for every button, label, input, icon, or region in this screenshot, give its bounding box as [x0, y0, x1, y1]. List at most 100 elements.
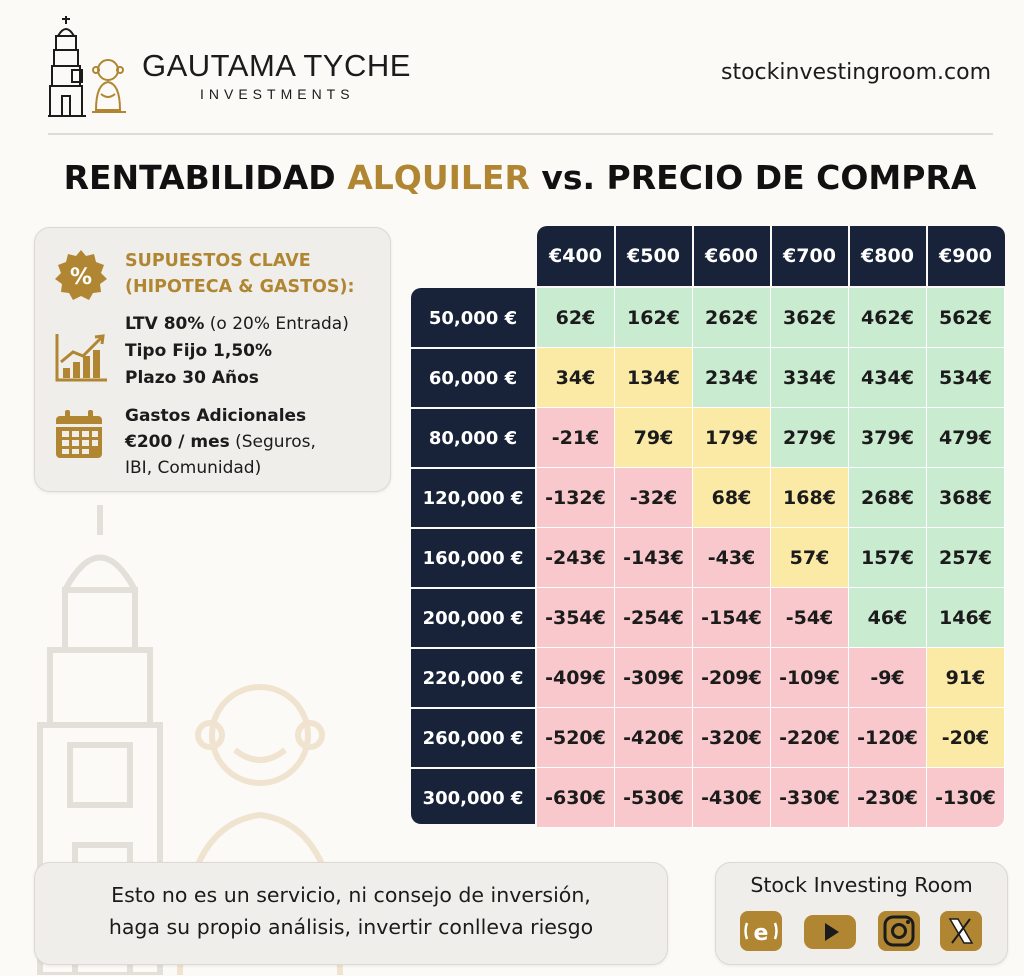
row-header: 200,000 €: [422, 607, 524, 629]
costs-value: €200 / mes: [125, 432, 230, 452]
page-title: RENTABILIDAD ALQUILER vs. PRECIO DE COMP…: [0, 158, 1024, 197]
column-header-divider: [926, 226, 928, 286]
table-cell: -130€: [927, 768, 1005, 828]
row-header-divider: [411, 767, 535, 769]
table-cell: 379€: [849, 408, 927, 468]
assumption-rate: Tipo Fijo 1,50%: [125, 341, 273, 361]
assumption-costs-title: Gastos Adicionales: [125, 406, 307, 426]
column-header: €700: [783, 245, 836, 267]
row-header-divider: [411, 587, 535, 589]
table-cell: 134€: [615, 348, 693, 408]
table-cell: -132€: [537, 468, 615, 528]
table-cell: -9€: [849, 648, 927, 708]
row-header-divider: [411, 707, 535, 709]
growth-chart-icon: [55, 334, 107, 382]
instagram-icon[interactable]: [876, 909, 922, 953]
table-cell: 562€: [927, 288, 1005, 348]
table-cell: 279€: [771, 408, 849, 468]
table-cell: 34€: [537, 348, 615, 408]
table-cell: 462€: [849, 288, 927, 348]
row-header-background: [411, 288, 535, 824]
row-header: 160,000 €: [422, 547, 524, 569]
table-cell: -154€: [693, 588, 771, 648]
disclaimer-line-2: haga su propio análisis, invertir conlle…: [108, 915, 594, 939]
table-cell: -43€: [693, 528, 771, 588]
column-header: €400: [549, 245, 602, 267]
row-header-divider: [411, 347, 535, 349]
ltv-note: (o 20% Entrada): [204, 314, 349, 334]
svg-text:%: %: [70, 265, 92, 290]
row-header: 50,000 €: [428, 307, 518, 329]
ltv-value: LTV 80%: [125, 314, 205, 334]
table-cell: -320€: [693, 708, 771, 768]
table-cell: 362€: [771, 288, 849, 348]
title-part-1: RENTABILIDAD: [63, 158, 348, 197]
assumption-ltv: LTV 80% (o 20% Entrada): [125, 312, 349, 336]
assumptions-card: % SUPUESTOS CLAVE (HIPOTECA & GASTOS): L…: [34, 227, 391, 492]
row-header: 260,000 €: [422, 727, 524, 749]
logo-icon: [48, 16, 126, 117]
calendar-icon: [56, 410, 102, 458]
header: GAUTAMA TYCHE INVESTMENTS stockinvesting…: [0, 0, 1024, 135]
title-part-2: vs. PRECIO DE COMPRA: [529, 158, 977, 197]
table-cell: -20€: [927, 708, 1005, 768]
table-cell: 79€: [615, 408, 693, 468]
table-cell: -120€: [849, 708, 927, 768]
x-icon[interactable]: [938, 909, 984, 953]
disclaimer-line-1: Esto no es un servicio, ni consejo de in…: [111, 883, 591, 907]
table-cell: -32€: [615, 468, 693, 528]
table-cell: -330€: [771, 768, 849, 828]
assumption-term: Plazo 30 Años: [125, 368, 259, 388]
table-cell: 57€: [771, 528, 849, 588]
table-cell: 62€: [537, 288, 615, 348]
table-cell: -143€: [615, 528, 693, 588]
table-cell: -430€: [693, 768, 771, 828]
column-header: €500: [627, 245, 680, 267]
table-cell: 262€: [693, 288, 771, 348]
table-cell: -230€: [849, 768, 927, 828]
costs-note: (Seguros,: [229, 432, 316, 452]
table-cell: -530€: [615, 768, 693, 828]
table-cell: -354€: [537, 588, 615, 648]
table-cell: -109€: [771, 648, 849, 708]
table-cell: -21€: [537, 408, 615, 468]
assumptions-heading: SUPUESTOS CLAVE (HIPOTECA & GASTOS):: [125, 251, 355, 297]
row-header: 60,000 €: [428, 367, 518, 389]
table-cell: -420€: [615, 708, 693, 768]
etoro-icon[interactable]: e: [738, 909, 784, 953]
row-header: 80,000 €: [428, 427, 518, 449]
row-header: 120,000 €: [422, 487, 524, 509]
table-cell: -520€: [537, 708, 615, 768]
table-cell: 179€: [693, 408, 771, 468]
table-cell: 91€: [927, 648, 1005, 708]
table-cell: -243€: [537, 528, 615, 588]
table-cell: 434€: [849, 348, 927, 408]
table-cell: 257€: [927, 528, 1005, 588]
row-header-divider: [411, 407, 535, 409]
table-cell: 68€: [693, 468, 771, 528]
brand-subtitle: INVESTMENTS: [200, 86, 355, 102]
site-url[interactable]: stockinvestingroom.com: [721, 60, 991, 85]
row-header: 220,000 €: [422, 667, 524, 689]
column-header: €800: [861, 245, 914, 267]
row-header: 300,000 €: [422, 787, 524, 809]
column-header-divider: [770, 226, 772, 286]
table-cell: 46€: [849, 588, 927, 648]
assumption-costs: €200 / mes (Seguros,: [125, 430, 316, 454]
brand: GAUTAMA TYCHE INVESTMENTS: [142, 48, 411, 103]
table-cell: 534€: [927, 348, 1005, 408]
social-box: Stock Investing Room e: [715, 862, 1008, 965]
disclaimer-box: Esto no es un servicio, ni consejo de in…: [34, 862, 668, 965]
social-title: Stock Investing Room: [750, 873, 973, 897]
assumption-costs-note-2: IBI, Comunidad): [125, 458, 262, 478]
table-cell: 479€: [927, 408, 1005, 468]
table-cell: 334€: [771, 348, 849, 408]
youtube-icon[interactable]: [802, 909, 858, 953]
column-header: €600: [705, 245, 758, 267]
table-cell: -209€: [693, 648, 771, 708]
table-cell: -220€: [771, 708, 849, 768]
svg-text:e: e: [754, 921, 769, 946]
row-header-divider: [411, 527, 535, 529]
brand-name: GAUTAMA TYCHE: [142, 48, 411, 83]
table-cell: 268€: [849, 468, 927, 528]
